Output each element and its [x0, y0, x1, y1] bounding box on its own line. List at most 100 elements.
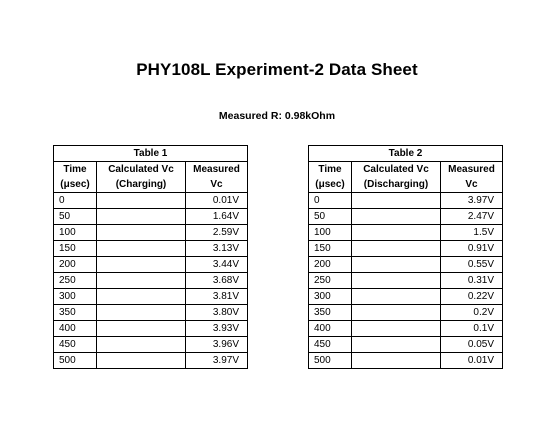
cell-measured-vc: 3.68V	[185, 272, 248, 289]
table-row: 400 0.1V	[308, 320, 503, 337]
cell-time: 250	[53, 272, 97, 289]
cell-calculated-vc	[96, 288, 186, 305]
cell-calculated-vc	[96, 256, 186, 273]
cell-time: 400	[308, 320, 352, 337]
cell-calculated-vc	[96, 224, 186, 241]
cell-calculated-vc	[351, 192, 441, 209]
cell-calculated-vc	[96, 336, 186, 353]
cell-measured-vc: 3.80V	[185, 304, 248, 321]
cell-time: 450	[308, 336, 352, 353]
cell-measured-vc: 2.47V	[440, 208, 503, 225]
cell-time: 0	[53, 192, 97, 209]
column-subheader-calculated: (Charging)	[96, 177, 186, 193]
column-subheader-measured: Vc	[440, 177, 503, 193]
table-row: 400 3.93V	[53, 320, 248, 337]
cell-calculated-vc	[351, 272, 441, 289]
table-row: 450 3.96V	[53, 336, 248, 353]
column-header-calculated: Calculated Vc	[96, 161, 186, 177]
table-row: 300 0.22V	[308, 288, 503, 305]
cell-measured-vc: 3.97V	[440, 192, 503, 209]
cell-measured-vc: 0.22V	[440, 288, 503, 305]
cell-measured-vc: 0.2V	[440, 304, 503, 321]
cell-time: 150	[308, 240, 352, 257]
column-header-time: Time	[308, 161, 352, 177]
table-caption: Table 2	[308, 145, 503, 162]
column-subheader-calculated: (Discharging)	[351, 177, 441, 193]
cell-calculated-vc	[96, 240, 186, 257]
cell-time: 500	[53, 352, 97, 369]
cell-calculated-vc	[351, 288, 441, 305]
cell-measured-vc: 1.64V	[185, 208, 248, 225]
cell-measured-vc: 3.93V	[185, 320, 248, 337]
cell-time: 300	[53, 288, 97, 305]
cell-time: 50	[308, 208, 352, 225]
cell-measured-vc: 0.55V	[440, 256, 503, 273]
column-header-calculated: Calculated Vc	[351, 161, 441, 177]
cell-measured-vc: 3.44V	[185, 256, 248, 273]
cell-measured-vc: 1.5V	[440, 224, 503, 241]
table-row: 50 2.47V	[308, 208, 503, 225]
cell-measured-vc: 3.97V	[185, 352, 248, 369]
measured-resistance: Measured R: 0.98kOhm	[218, 110, 336, 122]
cell-time: 350	[53, 304, 97, 321]
table-row: 500 3.97V	[53, 352, 248, 369]
cell-measured-vc: 0.91V	[440, 240, 503, 257]
table-row: 150 0.91V	[308, 240, 503, 257]
column-subheader-measured: Vc	[185, 177, 248, 193]
cell-measured-vc: 3.13V	[185, 240, 248, 257]
table-row: 50 1.64V	[53, 208, 248, 225]
cell-time: 400	[53, 320, 97, 337]
cell-time: 100	[308, 224, 352, 241]
table-row: 250 0.31V	[308, 272, 503, 289]
column-header-measured: Measured	[185, 161, 248, 177]
column-header-time: Time	[53, 161, 97, 177]
cell-measured-vc: 3.81V	[185, 288, 248, 305]
cell-time: 500	[308, 352, 352, 369]
cell-time: 300	[308, 288, 352, 305]
page-title: PHY108L Experiment-2 Data Sheet	[136, 60, 418, 79]
table-caption: Table 1	[53, 145, 248, 162]
table-charging: Table 1 Time Calculated Vc Measured (μse…	[53, 145, 248, 369]
cell-time: 250	[308, 272, 352, 289]
cell-measured-vc: 0.01V	[185, 192, 248, 209]
cell-measured-vc: 2.59V	[185, 224, 248, 241]
cell-time: 100	[53, 224, 97, 241]
table-row: 100 1.5V	[308, 224, 503, 241]
cell-calculated-vc	[96, 304, 186, 321]
cell-calculated-vc	[96, 352, 186, 369]
column-subheader-time: (μsec)	[53, 177, 97, 193]
cell-time: 150	[53, 240, 97, 257]
cell-calculated-vc	[96, 208, 186, 225]
table-row: 250 3.68V	[53, 272, 248, 289]
cell-calculated-vc	[351, 240, 441, 257]
cell-measured-vc: 0.1V	[440, 320, 503, 337]
table-row: 300 3.81V	[53, 288, 248, 305]
table-row: 150 3.13V	[53, 240, 248, 257]
cell-time: 200	[308, 256, 352, 273]
table-row: 200 3.44V	[53, 256, 248, 273]
cell-calculated-vc	[96, 272, 186, 289]
cell-measured-vc: 3.96V	[185, 336, 248, 353]
table-row: 500 0.01V	[308, 352, 503, 369]
cell-time: 450	[53, 336, 97, 353]
table-row: 200 0.55V	[308, 256, 503, 273]
table-row: 450 0.05V	[308, 336, 503, 353]
table-discharging: Table 2 Time Calculated Vc Measured (μse…	[308, 145, 503, 369]
table-row: 0 3.97V	[308, 192, 503, 209]
table-row: 350 3.80V	[53, 304, 248, 321]
cell-calculated-vc	[351, 320, 441, 337]
cell-calculated-vc	[96, 192, 186, 209]
cell-calculated-vc	[351, 208, 441, 225]
column-header-measured: Measured	[440, 161, 503, 177]
cell-measured-vc: 0.31V	[440, 272, 503, 289]
cell-time: 50	[53, 208, 97, 225]
table-row: 0 0.01V	[53, 192, 248, 209]
cell-calculated-vc	[96, 320, 186, 337]
cell-calculated-vc	[351, 336, 441, 353]
cell-time: 200	[53, 256, 97, 273]
cell-time: 0	[308, 192, 352, 209]
cell-calculated-vc	[351, 256, 441, 273]
cell-time: 350	[308, 304, 352, 321]
table-row: 350 0.2V	[308, 304, 503, 321]
cell-measured-vc: 0.05V	[440, 336, 503, 353]
